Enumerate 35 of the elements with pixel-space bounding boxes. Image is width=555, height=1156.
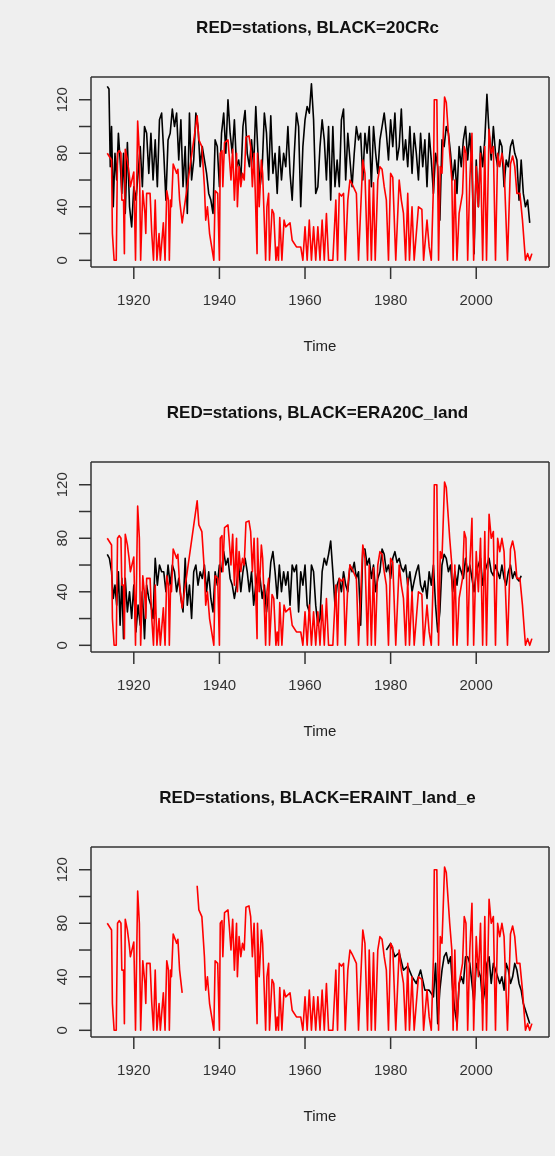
x-tick-label: 1980 [373, 676, 408, 693]
x-tick-label: 1960 [288, 1061, 322, 1078]
chart-title: RED=stations, BLACK=20CRc [195, 18, 440, 38]
x-tick-label: 1940 [202, 1061, 237, 1078]
y-tick-label: 80 [53, 914, 70, 932]
x-tick-label: 1960 [288, 676, 322, 693]
y-tick-label: 120 [53, 87, 70, 113]
x-tick-label: 2000 [459, 676, 493, 693]
x-axis-title: Time [302, 337, 338, 354]
x-axis-title: Time [302, 722, 338, 739]
y-tick-label: 0 [53, 641, 70, 650]
y-tick-label: 0 [53, 1026, 70, 1035]
x-tick-label: 1920 [117, 291, 151, 308]
x-tick-label: 1940 [202, 676, 237, 693]
y-tick-label: 120 [53, 472, 70, 498]
y-tick-label: 40 [53, 583, 70, 601]
x-tick-label: 2000 [459, 291, 493, 308]
y-tick-label: 80 [53, 529, 70, 547]
y-tick-label: 40 [53, 968, 70, 986]
x-tick-label: 1960 [288, 291, 322, 308]
y-tick-label: 40 [53, 198, 70, 216]
y-tick-label: 120 [53, 857, 70, 883]
x-tick-label: 1920 [117, 676, 151, 693]
chart-title: RED=stations, BLACK=ERA20C_land [165, 403, 470, 423]
x-tick-label: 1920 [117, 1061, 151, 1078]
x-tick-label: 1980 [373, 1061, 408, 1078]
y-tick-label: 80 [53, 144, 70, 162]
x-tick-label: 2000 [459, 1061, 493, 1078]
x-tick-label: 1980 [373, 291, 408, 308]
chart-title: RED=stations, BLACK=ERAINT_land_e [158, 788, 477, 808]
y-tick-label: 0 [53, 256, 70, 265]
x-axis-title: Time [302, 1107, 338, 1124]
x-tick-label: 1940 [202, 291, 237, 308]
line-series [106, 481, 533, 647]
line-series [106, 540, 522, 640]
